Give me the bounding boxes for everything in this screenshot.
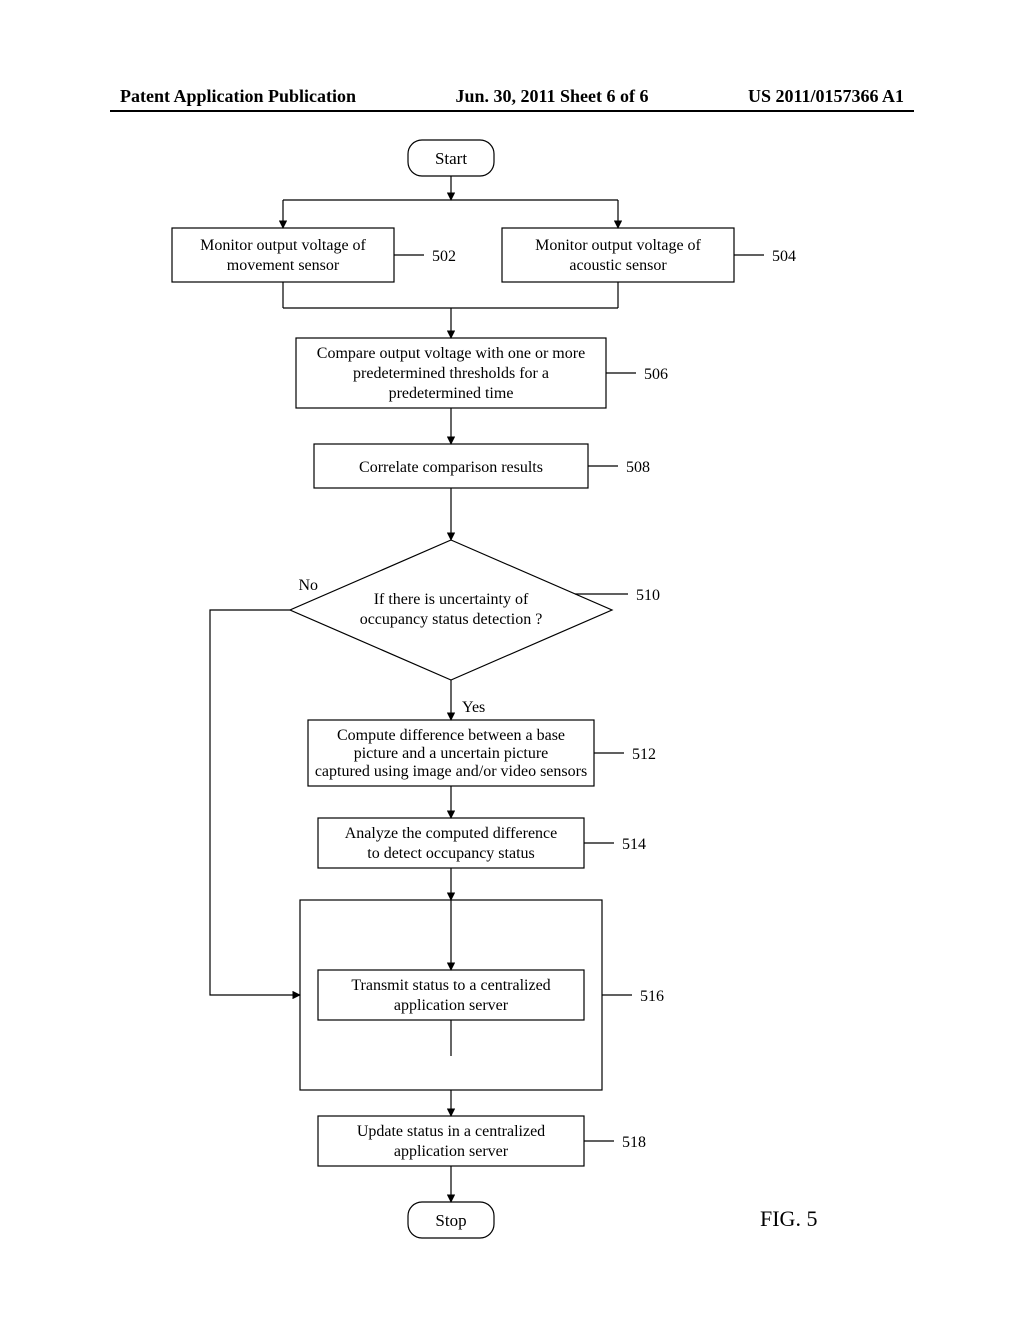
label-yes: Yes: [462, 699, 485, 716]
edge-no: [210, 610, 300, 995]
box-518-l2: application server: [394, 1143, 509, 1160]
box-514-l2: to detect occupancy status: [367, 845, 535, 862]
box-516-l2: application server: [394, 997, 509, 1014]
ref-518: 518: [622, 1134, 646, 1151]
ref-514: 514: [622, 836, 646, 853]
figure-label: FIG. 5: [760, 1206, 817, 1231]
box-506-l3: predetermined time: [389, 385, 514, 402]
box-518-l1: Update status in a centralized: [357, 1123, 545, 1140]
ref-508: 508: [626, 459, 650, 476]
ref-506: 506: [644, 366, 668, 383]
ref-516: 516: [640, 988, 664, 1005]
dec-510-l1: If there is uncertainty of: [374, 591, 529, 608]
dec-510-l2: occupancy status detection ?: [360, 611, 543, 628]
terminal-stop-label: Stop: [435, 1211, 466, 1230]
box-506-l2: predetermined thresholds for a: [353, 365, 549, 382]
ref-510: 510: [636, 587, 660, 604]
ref-504: 504: [772, 248, 796, 265]
terminal-start-label: Start: [435, 149, 467, 168]
box-502-text-l1: Monitor output voltage of: [200, 237, 366, 254]
box-512-l1: Compute difference between a base: [337, 727, 565, 744]
flowchart-svg: Start Monitor output voltage of movement…: [0, 0, 1024, 1320]
box-516-l1: Transmit status to a centralized: [351, 977, 550, 994]
box-504-text-l2: acoustic sensor: [569, 257, 667, 274]
label-no: No: [298, 577, 318, 594]
box-502-text-l2: movement sensor: [227, 257, 340, 274]
page: Patent Application Publication Jun. 30, …: [0, 0, 1024, 1320]
box-512-l3: captured using image and/or video sensor…: [315, 763, 587, 780]
box-504-text-l1: Monitor output voltage of: [535, 237, 701, 254]
ref-512: 512: [632, 746, 656, 763]
box-508-l1: Correlate comparison results: [359, 459, 543, 476]
decision-510: [290, 540, 612, 680]
box-506-l1: Compare output voltage with one or more: [317, 345, 585, 362]
ref-502: 502: [432, 248, 456, 265]
box-512-l2: picture and a uncertain picture: [354, 745, 549, 762]
box-514-l1: Analyze the computed difference: [345, 825, 558, 842]
